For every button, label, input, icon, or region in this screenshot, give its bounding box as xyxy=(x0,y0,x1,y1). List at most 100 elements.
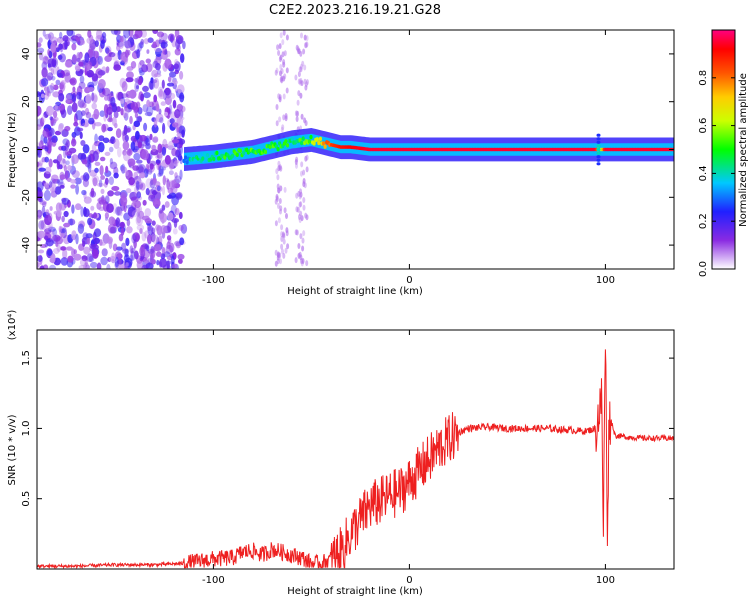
spectrogram-noise-cell xyxy=(79,131,83,139)
spectrogram-noise-cell xyxy=(161,204,166,211)
spectrogram-noise-cell xyxy=(37,261,40,268)
spectrogram-noise-cell xyxy=(167,221,172,233)
spectrogram-smear-cell xyxy=(300,215,304,222)
spectrogram-noise-cell xyxy=(59,31,63,39)
spectrogram-blip-cell xyxy=(596,158,601,162)
spectrogram-smear-cell xyxy=(277,187,280,194)
spectrogram-smear-cell xyxy=(298,66,302,73)
spectrogram-noise-cell xyxy=(61,215,65,223)
snr-xtick-label: 0 xyxy=(406,575,412,586)
spectrogram-noise-cell xyxy=(117,146,122,158)
spectrogram-noise-cell xyxy=(95,35,104,42)
spectrogram-noise-cell xyxy=(155,113,164,123)
spectrogram-smear-cell xyxy=(274,260,278,267)
spectrogram-noise-cell xyxy=(124,40,132,49)
spectrogram-noise-cell xyxy=(135,130,140,140)
spectrogram-noise-cell xyxy=(127,158,136,167)
spectrogram-noise-cell xyxy=(122,140,130,151)
spectrogram-noise-cell xyxy=(45,225,52,231)
spectrogram-noise-cell xyxy=(146,49,150,54)
spectrogram-noise-cell xyxy=(131,209,140,218)
spectrogram-noise-cell xyxy=(94,122,102,127)
spectrogram-noise-cell xyxy=(130,247,136,254)
spectrogram-noise-cell xyxy=(73,121,79,127)
spectrogram-noise-cell xyxy=(37,42,42,48)
spectrogram-smear-cell xyxy=(302,181,306,188)
spectrogram-smear-cell xyxy=(295,44,299,51)
spectrogram-noise-cell xyxy=(108,256,117,263)
spectrogram-blip-cell xyxy=(596,133,601,137)
spectrogram-smear-cell xyxy=(303,117,307,124)
spectrogram-smear-cell xyxy=(278,96,282,103)
spectrogram-noise-cell xyxy=(171,218,179,223)
spectrogram-noise-cell xyxy=(67,105,73,115)
spectrogram-smear-cell xyxy=(275,168,279,175)
spectrogram-smear-cell xyxy=(295,116,299,122)
spectrogram-ridge-cell xyxy=(198,154,202,159)
spectrogram-noise-cell xyxy=(164,143,169,149)
spectrogram-noise-cell xyxy=(123,124,128,136)
spectrogram-noise-cell xyxy=(61,145,67,151)
spectrogram-noise-cell xyxy=(81,255,88,262)
spectrogram-noise-cell xyxy=(79,39,86,45)
spectrogram-noise-cell xyxy=(74,37,81,42)
spectrogram-noise-cell xyxy=(136,159,143,164)
spectrogram-noise-cell xyxy=(64,60,73,68)
spectrogram-smear-cell xyxy=(300,170,303,177)
spectrogram-noise-cell xyxy=(65,160,70,166)
spectrogram-noise-cell xyxy=(83,246,91,255)
spectrogram-smear-cell xyxy=(304,155,308,162)
spectrogram-noise-cell xyxy=(49,206,53,211)
spectrogram-noise-cell xyxy=(91,102,97,110)
spectrogram-ridge-cell xyxy=(285,143,290,148)
spectrogram-noise-cell xyxy=(128,177,135,186)
spectrogram-noise-cell xyxy=(75,65,81,72)
spectrogram-noise-cell xyxy=(80,118,86,127)
spectrogram-noise-cell xyxy=(78,61,84,67)
spectrogram-noise-cell xyxy=(87,217,93,226)
spectrogram-smear-cell xyxy=(305,35,309,42)
spectrogram-smear-cell xyxy=(281,124,285,131)
spectrogram-noise-cell xyxy=(111,252,116,261)
spectrogram-noise-cell xyxy=(71,154,79,165)
spectrogram-noise-cell xyxy=(94,133,98,144)
spectrogram-ridge-cell xyxy=(215,150,219,156)
spectrogram-noise-cell xyxy=(80,140,86,146)
spectrogram-noise-cell xyxy=(171,139,180,144)
spectrogram-noise-cell xyxy=(41,205,46,216)
spectrogram-noise-cell xyxy=(43,54,48,64)
spectrogram-noise-cell xyxy=(118,264,125,269)
spectrogram-noise-cell xyxy=(120,108,124,116)
spectrogram-noise-cell xyxy=(179,155,183,165)
spectrogram-noise-cell xyxy=(53,110,58,118)
spectrogram-noise-cell xyxy=(86,253,94,263)
spectrogram-noise-cell xyxy=(113,64,122,71)
spectrogram-smear-cell xyxy=(300,63,303,70)
spectrogram-smear-cell xyxy=(279,70,282,77)
spectrogram-smear-cell xyxy=(301,60,305,67)
spectrogram-smear-cell xyxy=(274,220,278,227)
spectrogram-noise-cell xyxy=(96,262,102,269)
spectrogram-noise-cell xyxy=(50,42,57,53)
spectrogram-noise-cell xyxy=(166,179,170,190)
spectrogram-noise-cell xyxy=(94,167,99,173)
spectrogram-noise-cell xyxy=(123,30,131,39)
spectrogram-smear-cell xyxy=(299,92,303,99)
spectrogram-smear-cell xyxy=(280,126,284,133)
spectrogram-noise-cell xyxy=(100,175,105,180)
spectrogram-noise-cell xyxy=(41,93,45,99)
spectrogram-noise-cell xyxy=(47,249,53,256)
spectrogram-smear-cell xyxy=(286,243,290,250)
spectrogram-noise-cell xyxy=(105,165,109,174)
spectrogram-smear-cell xyxy=(304,212,308,219)
spectrogram-noise-cell xyxy=(115,246,123,251)
spectrogram-noise-cell xyxy=(176,132,182,138)
spectrogram-noise-cell xyxy=(139,246,146,257)
spectrogram-smear-cell xyxy=(283,186,287,193)
spectrogram-smear-cell xyxy=(298,201,302,208)
spectrogram-noise-cell xyxy=(83,208,90,218)
spectrogram-noise-cell xyxy=(162,47,168,55)
spectrogram-noise-cell xyxy=(71,95,76,101)
spectrogram-smear-cell xyxy=(294,74,298,81)
